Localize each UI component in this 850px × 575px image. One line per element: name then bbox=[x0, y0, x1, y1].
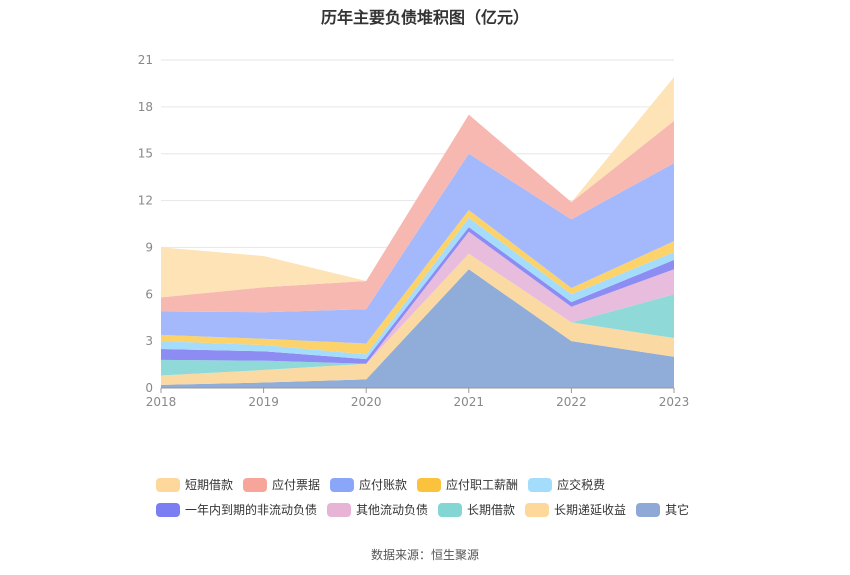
x-tick-label: 2018 bbox=[146, 395, 177, 409]
legend-label: 其他流动负债 bbox=[356, 503, 429, 517]
area-应付职工薪酬 bbox=[161, 209, 674, 355]
x-tick-label: 2019 bbox=[248, 395, 279, 409]
area-短期借款 bbox=[161, 77, 674, 298]
area-其它 bbox=[161, 269, 674, 388]
legend-item[interactable]: 应付票据 bbox=[243, 476, 320, 493]
area-长期递延收益 bbox=[161, 253, 674, 385]
legend-item[interactable]: 长期递延收益 bbox=[525, 501, 626, 518]
legend-swatch bbox=[327, 502, 352, 517]
y-tick-label: 12 bbox=[138, 194, 153, 208]
legend-swatch bbox=[330, 477, 355, 492]
legend-item[interactable]: 其他流动负债 bbox=[327, 501, 428, 518]
legend-item[interactable]: 短期借款 bbox=[156, 476, 233, 493]
y-tick-label: 0 bbox=[145, 381, 153, 395]
chart-title: 历年主要负债堆积图（亿元） bbox=[320, 8, 529, 27]
legend-item[interactable]: 长期借款 bbox=[438, 501, 515, 518]
stacked-area-chart: 0 3 6 9 12 15 18 21 2018 2019 2020 2021 2022 2023 bbox=[138, 53, 690, 409]
legend-item[interactable]: 一年内到期的非流动负债 bbox=[156, 501, 317, 518]
legend-swatch bbox=[417, 477, 442, 492]
area-应交税费 bbox=[161, 217, 674, 360]
y-tick-label: 18 bbox=[138, 100, 153, 114]
legend-swatch bbox=[525, 502, 550, 517]
legend-swatch bbox=[438, 502, 463, 517]
data-source: 数据来源：恒生聚源 bbox=[370, 548, 479, 562]
y-tick-label: 9 bbox=[145, 240, 153, 254]
legend-label: 长期递延收益 bbox=[554, 503, 627, 517]
legend-label: 应付职工薪酬 bbox=[446, 478, 519, 492]
legend-swatch bbox=[636, 502, 661, 517]
legend-label: 应付票据 bbox=[272, 478, 321, 492]
legend-label: 应交税费 bbox=[557, 478, 606, 492]
area-series bbox=[161, 77, 674, 388]
area-应付账款 bbox=[161, 153, 674, 344]
y-tick-label: 21 bbox=[138, 53, 153, 67]
x-tick-label: 2023 bbox=[659, 395, 690, 409]
x-tick-label: 2021 bbox=[454, 395, 485, 409]
area-长期借款 bbox=[161, 253, 674, 376]
x-tick-label: 2022 bbox=[556, 395, 587, 409]
axes: 0 3 6 9 12 15 18 21 2018 2019 2020 2021 2022 2023 bbox=[138, 53, 690, 409]
legend-row: 一年内到期的非流动负债 其他流动负债 长期借款 长期递延收益 其它 bbox=[156, 497, 756, 522]
legend: 短期借款 应付票据 应付账款 应付职工薪酬 应交税费一年内到期的非流动负债 其他流动负债 长… bbox=[156, 472, 756, 522]
y-tick-label: 6 bbox=[145, 287, 153, 301]
legend-label: 长期借款 bbox=[467, 503, 516, 517]
legend-item[interactable]: 其它 bbox=[636, 501, 689, 518]
legend-label: 其它 bbox=[665, 503, 690, 517]
legend-swatch bbox=[156, 477, 180, 492]
y-tick-label: 15 bbox=[138, 147, 153, 161]
area-应付票据 bbox=[161, 114, 674, 313]
legend-item[interactable]: 应付职工薪酬 bbox=[417, 476, 518, 493]
legend-item[interactable]: 应付账款 bbox=[330, 476, 407, 493]
area-一年内到期的非流动负债 bbox=[161, 227, 674, 364]
y-tick-label: 3 bbox=[145, 334, 153, 348]
x-tick-label: 2020 bbox=[351, 395, 382, 409]
legend-label: 短期借款 bbox=[185, 478, 234, 492]
legend-swatch bbox=[156, 502, 180, 517]
legend-label: 应付账款 bbox=[359, 478, 408, 492]
legend-row: 短期借款 应付票据 应付账款 应付职工薪酬 应交税费 bbox=[156, 472, 756, 497]
legend-swatch bbox=[528, 477, 553, 492]
legend-swatch bbox=[243, 477, 268, 492]
legend-label: 一年内到期的非流动负债 bbox=[185, 503, 318, 517]
legend-item[interactable]: 应交税费 bbox=[528, 476, 605, 493]
